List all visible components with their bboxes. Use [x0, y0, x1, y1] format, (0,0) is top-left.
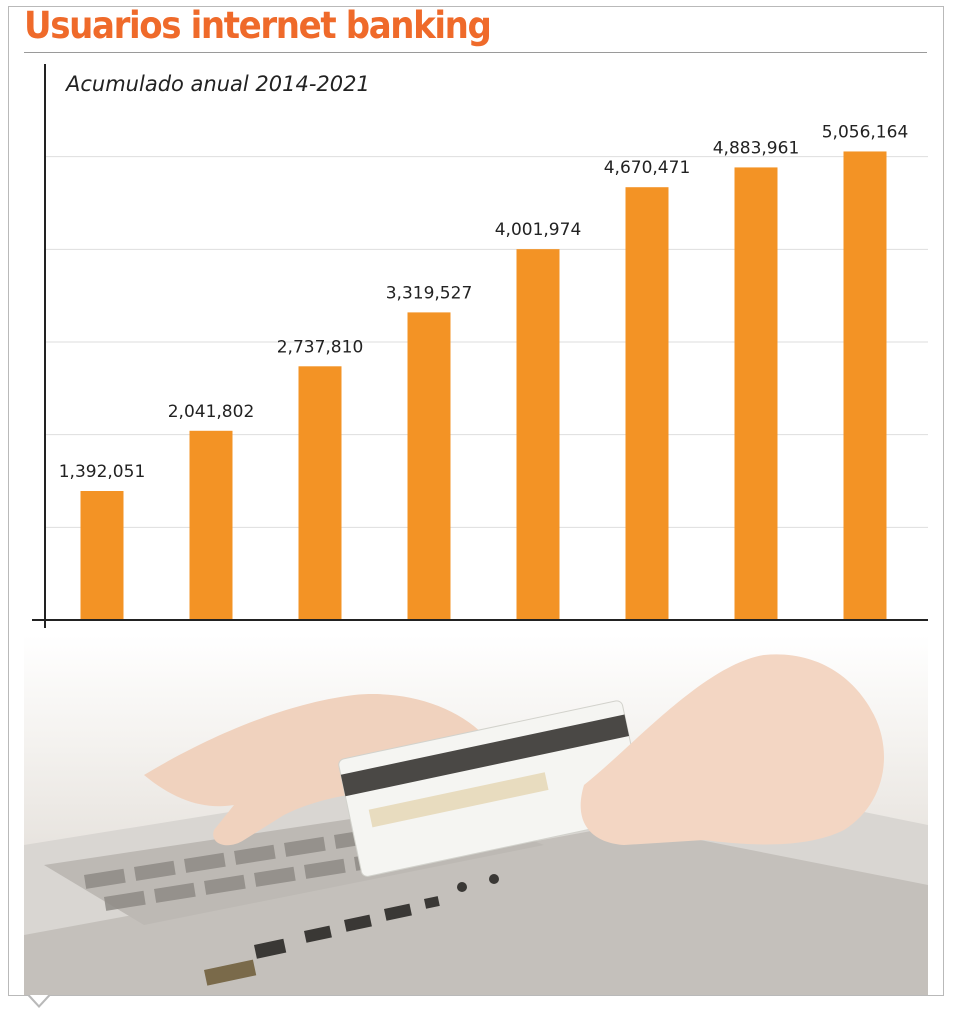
gridlines	[45, 156, 928, 528]
value-label-2020: 4,883,961	[713, 138, 800, 158]
value-label-2014: 1,392,051	[59, 462, 146, 482]
value-label-2015: 2,041,802	[168, 402, 255, 422]
value-label-2017: 3,319,527	[386, 283, 473, 303]
bars	[80, 151, 887, 621]
value-label-2019: 4,670,471	[604, 158, 691, 178]
chart-title: Usuarios internet banking	[24, 4, 492, 47]
bar-2021	[843, 151, 887, 620]
title-divider	[24, 52, 927, 53]
bar-2017	[407, 312, 451, 620]
bar-2015	[189, 430, 233, 620]
bar-2014	[80, 491, 124, 620]
value-labels: 1,392,051 2,041,802 2,737,810 3,319,527 4,00…	[59, 122, 909, 482]
bar-2018	[516, 249, 560, 621]
value-label-2021: 5,056,164	[822, 122, 909, 142]
chart-subtitle: Acumulado anual 2014-2021	[66, 72, 370, 96]
bar-chart: 1,392,051 2,041,802 2,737,810 3,319,527 4,00…	[32, 64, 928, 640]
bar-2019	[625, 187, 669, 621]
value-label-2016: 2,737,810	[277, 337, 364, 357]
value-label-2018: 4,001,974	[495, 220, 582, 240]
bar-2016	[298, 366, 342, 620]
bar-2020	[734, 167, 778, 620]
laptop-credit-card-photo	[24, 635, 928, 995]
